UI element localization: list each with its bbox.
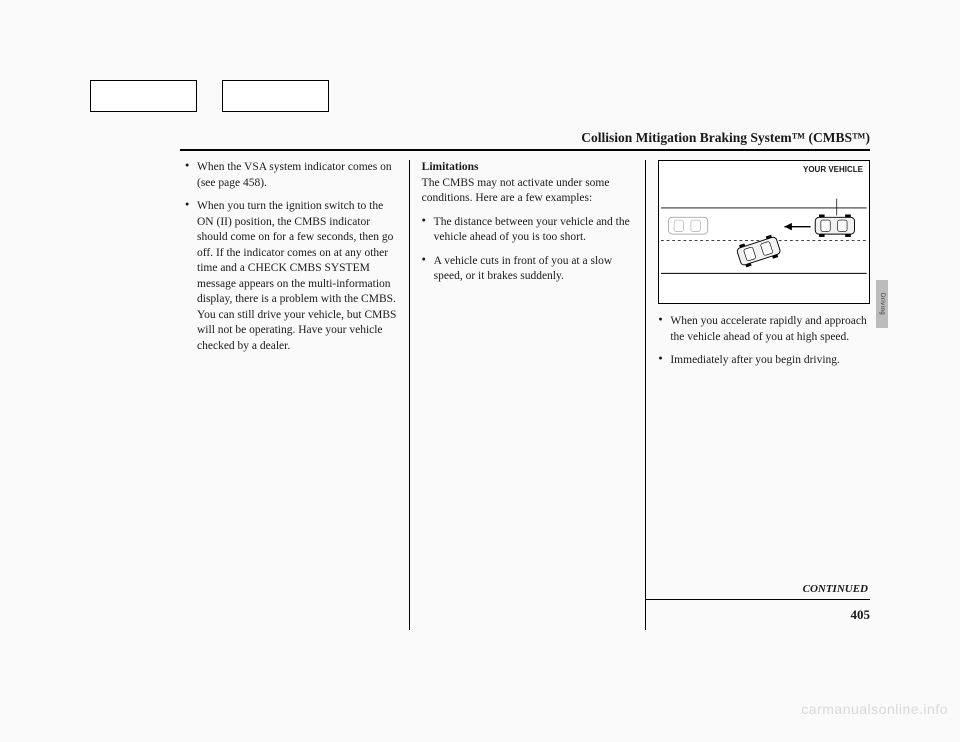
col2-item-0: The distance between your vehicle and th… xyxy=(422,215,634,246)
col3-list: When you accelerate rapidly and approach… xyxy=(658,314,870,369)
col3-item-0-text: When you accelerate rapidly and approach… xyxy=(670,315,866,343)
col2-item-0-text: The distance between your vehicle and th… xyxy=(434,216,630,244)
col3-item-1-text: Immediately after you begin driving. xyxy=(670,354,840,366)
col1-item-1-text: When you turn the ignition switch to the… xyxy=(197,200,396,352)
col2-item-1-text: A vehicle cuts in front of you at a slow… xyxy=(434,255,613,283)
page-title: Collision Mitigation Braking System™ (CM… xyxy=(581,130,870,145)
col3-item-0: When you accelerate rapidly and approach… xyxy=(658,314,870,345)
section-tab: Driving xyxy=(876,280,888,328)
col2-list: The distance between your vehicle and th… xyxy=(422,215,634,285)
column-1: When the VSA system indicator comes on (… xyxy=(185,160,410,630)
empty-box-1 xyxy=(90,80,197,112)
column-2: Limitations The CMBS may not activate un… xyxy=(410,160,647,630)
manual-page: Collision Mitigation Braking System™ (CM… xyxy=(0,0,960,742)
header-boxes xyxy=(90,80,329,112)
col3-item-1: Immediately after you begin driving. xyxy=(658,353,870,369)
col2-heading: Limitations xyxy=(422,161,479,173)
col1-list: When the VSA system indicator comes on (… xyxy=(185,160,397,354)
content-columns: When the VSA system indicator comes on (… xyxy=(185,160,870,630)
col2-item-1: A vehicle cuts in front of you at a slow… xyxy=(422,254,634,285)
col2-heading-block: Limitations The CMBS may not activate un… xyxy=(422,160,634,207)
page-header: Collision Mitigation Braking System™ (CM… xyxy=(180,130,870,151)
page-number: 405 xyxy=(851,606,871,624)
col1-item-0: When the VSA system indicator comes on (… xyxy=(185,160,397,191)
column-3: YOUR VEHICLE xyxy=(646,160,870,630)
diagram-frame: YOUR VEHICLE xyxy=(658,160,870,304)
diagram-label: YOUR VEHICLE xyxy=(661,165,863,176)
col2-lead: The CMBS may not activate under some con… xyxy=(422,177,610,205)
watermark: carmanualsonline.info xyxy=(801,701,948,717)
cut-in-diagram xyxy=(661,176,867,296)
continued-label: CONTINUED xyxy=(646,582,870,600)
empty-box-2 xyxy=(222,80,329,112)
col1-item-1: When you turn the ignition switch to the… xyxy=(185,199,397,354)
col1-item-0-text: When the VSA system indicator comes on (… xyxy=(197,161,392,189)
